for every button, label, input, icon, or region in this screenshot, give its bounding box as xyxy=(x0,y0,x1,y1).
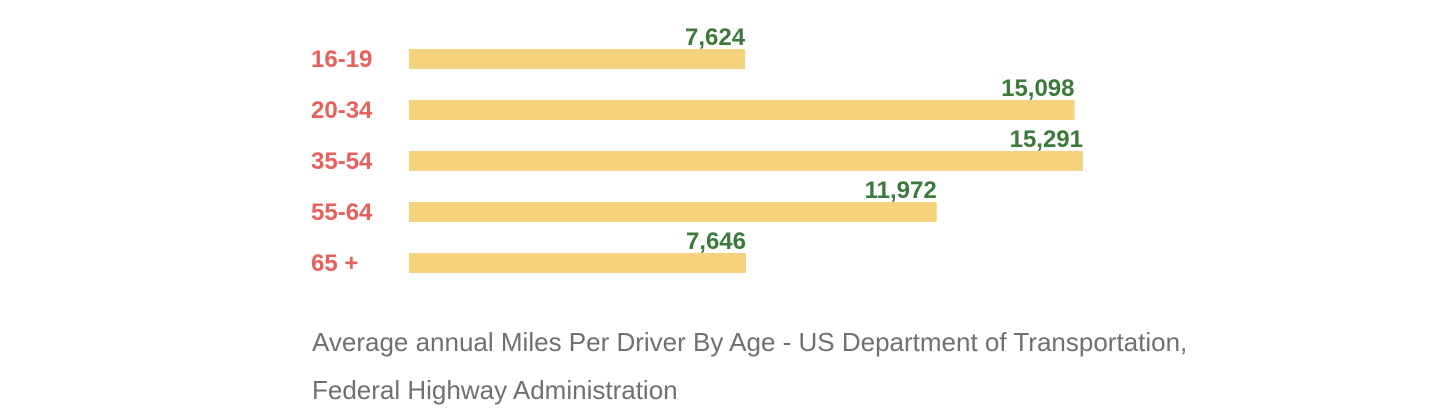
category-label: 55-64 xyxy=(311,199,373,226)
chart-caption: Average annual Miles Per Driver By Age -… xyxy=(312,318,1312,414)
bar-20-34 xyxy=(409,100,1075,120)
bar-65 xyxy=(409,253,746,273)
value-label: 11,972 xyxy=(865,177,937,204)
category-label: 20-34 xyxy=(311,97,373,124)
value-label: 7,624 xyxy=(685,24,746,51)
bar-chart: 16-19 7,624 20-34 15,098 35-54 15,291 55-64 11,… xyxy=(311,24,1083,277)
caption-line-1: Average annual Miles Per Driver By Age -… xyxy=(312,327,1188,357)
caption-line-2: Federal Highway Administration xyxy=(312,375,678,405)
category-label: 65 + xyxy=(311,250,358,277)
bar-55-64 xyxy=(409,202,937,222)
value-label: 15,098 xyxy=(1001,75,1074,102)
value-label: 15,291 xyxy=(1010,126,1083,153)
value-label: 7,646 xyxy=(686,228,746,255)
category-label: 35-54 xyxy=(311,148,373,175)
bar-35-54 xyxy=(409,151,1083,171)
category-label: 16-19 xyxy=(311,46,372,73)
bar-16-19 xyxy=(409,49,746,69)
